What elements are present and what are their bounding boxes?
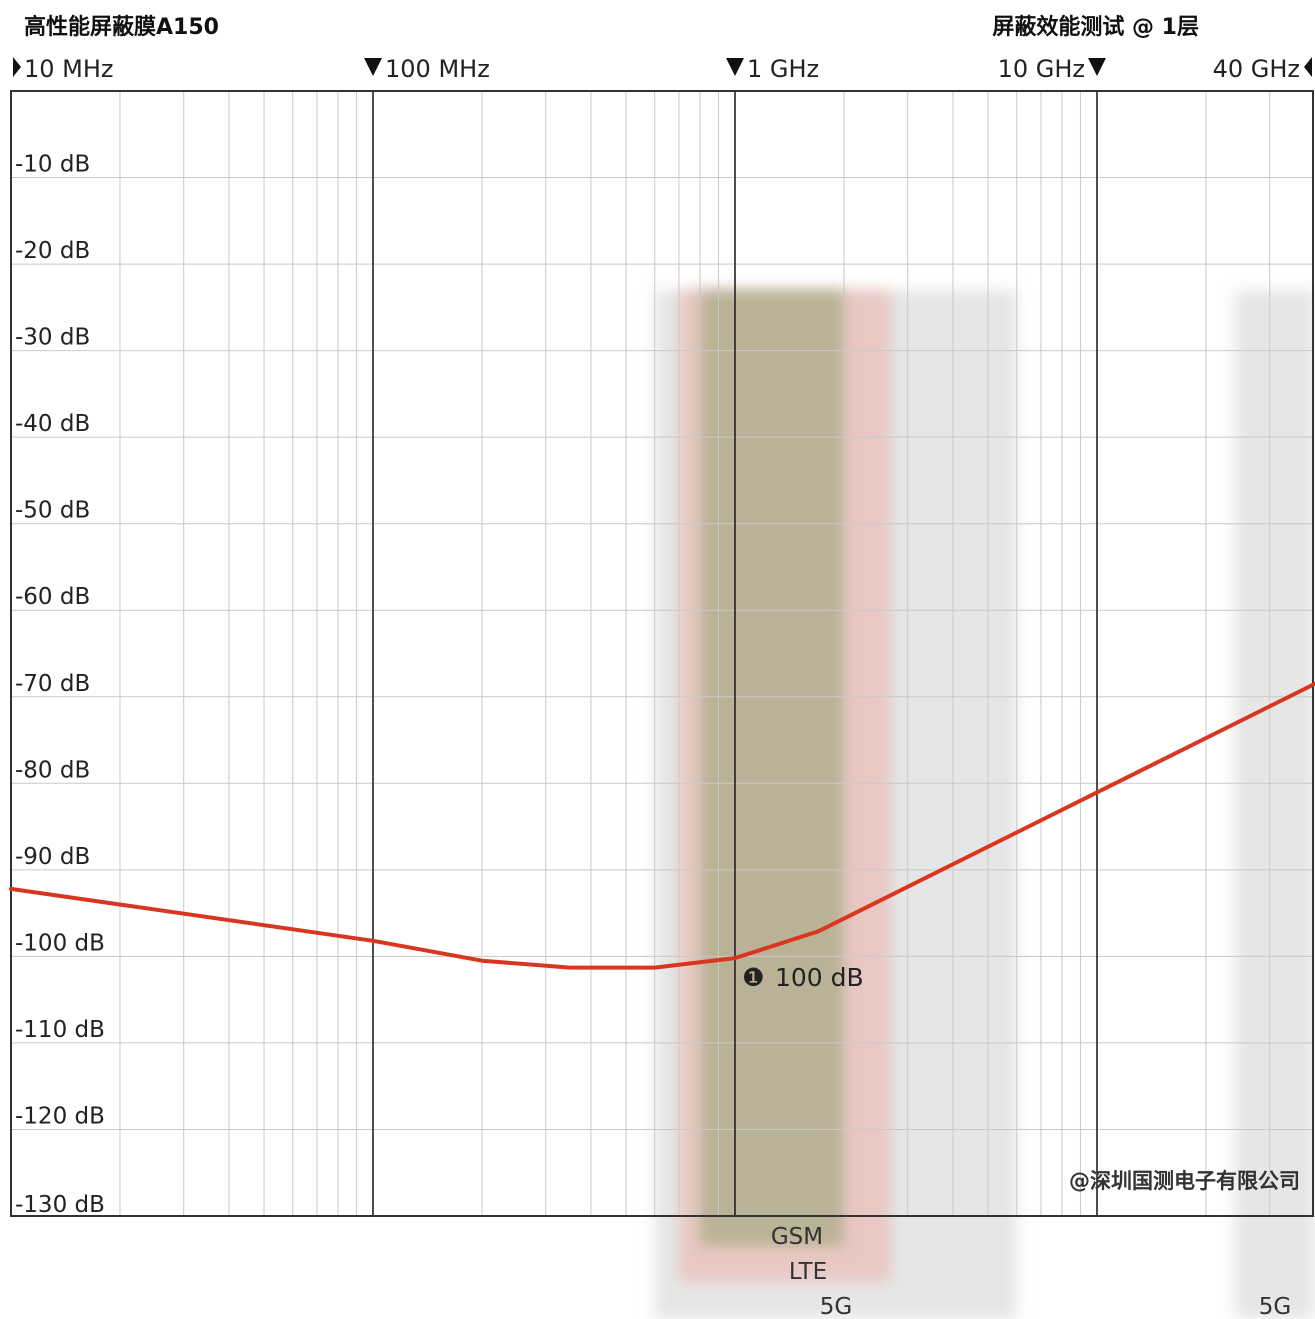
annotation-layer: ❶ 100 dB xyxy=(742,963,864,992)
freq-label: 10 GHz xyxy=(998,55,1085,83)
y-tick-label: -130 dB xyxy=(15,1192,105,1218)
right-triangle-icon xyxy=(13,57,21,77)
y-tick-label: -50 dB xyxy=(15,498,90,524)
y-tick-label: -70 dB xyxy=(15,671,90,697)
frequency-markers: 10 MHz 100 MHz 1 GHz 10 GHz 40 GHz xyxy=(13,55,1312,83)
y-tick-label: -80 dB xyxy=(15,757,90,783)
down-triangle-icon xyxy=(1088,58,1106,76)
y-tick-label: -100 dB xyxy=(15,930,105,956)
series-layer xyxy=(9,681,1315,970)
band-label-5g: 5G xyxy=(1259,1294,1291,1319)
grid xyxy=(11,91,1313,1216)
y-tick-label: -120 dB xyxy=(15,1103,105,1129)
freq-label: 1 GHz xyxy=(747,55,819,83)
y-tick-label: -90 dB xyxy=(15,844,90,870)
freq-label: 10 MHz xyxy=(24,55,114,83)
watermark: @深圳国测电子有限公司 xyxy=(1069,1169,1300,1193)
frequency-bands: GSM LTE 5G 5G xyxy=(654,290,1315,1319)
y-tick-label: -110 dB xyxy=(15,1017,105,1043)
y-tick-label: -20 dB xyxy=(15,238,90,264)
y-tick-label: -40 dB xyxy=(15,411,90,437)
chart-title: 高性能屏蔽膜A150 xyxy=(24,14,219,40)
down-triangle-icon xyxy=(726,58,744,76)
y-tick-label: -30 dB xyxy=(15,325,90,351)
freq-label: 100 MHz xyxy=(385,55,490,83)
band-label-lte: LTE xyxy=(789,1259,827,1285)
band-label-gsm: GSM xyxy=(771,1224,823,1250)
chart-subtitle: 屏蔽效能测试 @ 1层 xyxy=(992,14,1199,40)
y-tick-label: -10 dB xyxy=(15,152,90,178)
y-tick-label: -60 dB xyxy=(15,584,90,610)
plot-frame xyxy=(10,90,1314,1217)
y-axis-ticks: -10 dB -20 dB -30 dB -40 dB -50 dB -60 dB -70 … xyxy=(15,152,105,1218)
band-label-5g: 5G xyxy=(820,1294,852,1319)
band-gsm-area xyxy=(699,290,844,1246)
left-triangle-icon xyxy=(1304,57,1312,77)
shielding-curve-line xyxy=(9,681,1315,970)
annotation-label: 100 dB xyxy=(775,963,864,992)
band-5g-area xyxy=(1234,290,1315,1319)
down-triangle-icon xyxy=(364,58,382,76)
freq-label: 40 GHz xyxy=(1213,55,1300,83)
annotation-marker-icon: ❶ xyxy=(742,963,764,992)
